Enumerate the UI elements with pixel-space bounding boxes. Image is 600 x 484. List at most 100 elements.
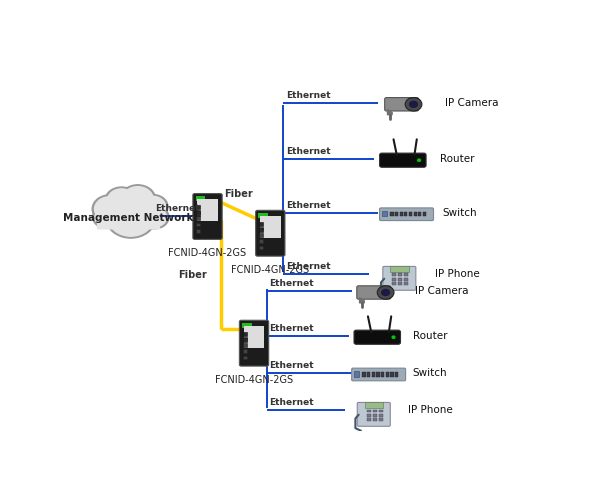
- Bar: [392, 273, 397, 276]
- FancyBboxPatch shape: [385, 98, 419, 111]
- Circle shape: [137, 195, 168, 219]
- Bar: [409, 212, 412, 216]
- Text: Switch: Switch: [412, 368, 447, 378]
- Bar: [392, 282, 397, 285]
- Text: IP Camera: IP Camera: [445, 98, 498, 108]
- Text: Ethernet: Ethernet: [269, 361, 314, 370]
- Bar: [382, 211, 386, 216]
- Bar: [379, 418, 383, 421]
- Circle shape: [120, 185, 155, 213]
- Circle shape: [405, 98, 422, 111]
- Bar: [398, 273, 403, 276]
- Text: Management Network: Management Network: [63, 213, 194, 223]
- Text: Router: Router: [440, 154, 475, 164]
- FancyBboxPatch shape: [383, 266, 416, 290]
- Circle shape: [92, 206, 119, 228]
- Bar: [259, 240, 263, 243]
- Circle shape: [409, 101, 418, 108]
- Bar: [379, 409, 383, 412]
- FancyBboxPatch shape: [357, 286, 391, 299]
- Bar: [392, 278, 397, 281]
- Bar: [196, 223, 200, 227]
- Text: Fiber: Fiber: [224, 189, 253, 198]
- Bar: [244, 326, 265, 348]
- Text: FCNID-4GN-2GS: FCNID-4GN-2GS: [231, 265, 310, 275]
- Circle shape: [381, 289, 390, 296]
- Bar: [373, 418, 377, 421]
- Circle shape: [109, 200, 153, 236]
- Circle shape: [377, 286, 394, 299]
- Bar: [242, 356, 247, 360]
- Bar: [371, 372, 375, 377]
- Bar: [390, 266, 409, 272]
- Bar: [390, 372, 394, 377]
- Bar: [242, 349, 247, 353]
- Circle shape: [92, 195, 128, 223]
- Circle shape: [106, 198, 155, 238]
- FancyBboxPatch shape: [380, 208, 434, 221]
- Text: Fiber: Fiber: [178, 270, 206, 280]
- Circle shape: [140, 197, 166, 217]
- Bar: [400, 212, 403, 216]
- Bar: [365, 402, 383, 408]
- Bar: [259, 227, 263, 230]
- Bar: [373, 414, 377, 417]
- Bar: [196, 196, 205, 201]
- Bar: [423, 212, 426, 216]
- Circle shape: [122, 187, 153, 211]
- Polygon shape: [359, 298, 364, 303]
- Bar: [376, 372, 380, 377]
- FancyBboxPatch shape: [357, 402, 390, 426]
- Bar: [367, 414, 371, 417]
- Text: Router: Router: [413, 331, 448, 341]
- Bar: [259, 246, 263, 249]
- Circle shape: [107, 189, 136, 211]
- Bar: [395, 212, 398, 216]
- Bar: [196, 229, 200, 233]
- Bar: [390, 212, 394, 216]
- Bar: [373, 409, 377, 412]
- Circle shape: [105, 187, 138, 213]
- Bar: [242, 343, 247, 347]
- Bar: [259, 213, 268, 218]
- FancyBboxPatch shape: [97, 213, 160, 229]
- Bar: [196, 210, 200, 213]
- Text: Ethernet: Ethernet: [269, 324, 314, 333]
- Bar: [259, 233, 263, 237]
- Bar: [367, 409, 371, 412]
- Bar: [381, 372, 384, 377]
- Bar: [362, 372, 365, 377]
- Bar: [404, 278, 409, 281]
- Bar: [242, 337, 247, 340]
- FancyBboxPatch shape: [193, 194, 222, 240]
- FancyBboxPatch shape: [354, 330, 401, 344]
- Text: FCNID-4GN-2GS: FCNID-4GN-2GS: [169, 248, 247, 258]
- Bar: [379, 414, 383, 417]
- Bar: [395, 372, 398, 377]
- Text: IP Camera: IP Camera: [415, 286, 469, 296]
- FancyBboxPatch shape: [256, 211, 285, 256]
- Text: Ethernet: Ethernet: [155, 204, 200, 213]
- FancyBboxPatch shape: [239, 320, 269, 366]
- Text: FCNID-4GN-2GS: FCNID-4GN-2GS: [215, 375, 293, 385]
- Bar: [404, 282, 409, 285]
- Text: Ethernet: Ethernet: [286, 147, 330, 156]
- Bar: [413, 212, 417, 216]
- Bar: [259, 228, 263, 232]
- Bar: [242, 332, 247, 336]
- Text: Ethernet: Ethernet: [269, 398, 314, 407]
- Bar: [197, 199, 218, 221]
- Bar: [354, 371, 359, 377]
- Circle shape: [142, 208, 167, 227]
- Text: Ethernet: Ethernet: [286, 91, 330, 100]
- Bar: [260, 216, 281, 238]
- Bar: [367, 418, 371, 421]
- Polygon shape: [388, 109, 392, 115]
- Text: IP Phone: IP Phone: [409, 405, 453, 415]
- Bar: [242, 338, 247, 342]
- Bar: [259, 222, 263, 226]
- Bar: [196, 212, 200, 215]
- Text: Switch: Switch: [442, 208, 477, 218]
- Bar: [196, 205, 200, 209]
- Circle shape: [95, 197, 125, 221]
